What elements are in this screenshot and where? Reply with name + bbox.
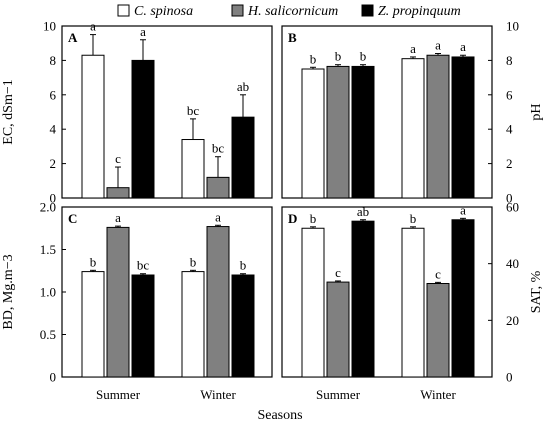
significance-letter: b bbox=[190, 254, 197, 269]
y-tick-label: 0 bbox=[50, 370, 57, 385]
x-tick-label: Winter bbox=[420, 387, 456, 402]
panel-frame bbox=[281, 25, 493, 199]
bar bbox=[301, 227, 325, 378]
panel-letter: D bbox=[288, 211, 297, 226]
bar bbox=[426, 283, 450, 378]
bar bbox=[451, 219, 475, 378]
x-axis-title: Seasons bbox=[257, 408, 302, 423]
panel-frame bbox=[281, 206, 493, 378]
legend-label: C. spinosa bbox=[134, 4, 193, 19]
y-tick-label: 60 bbox=[506, 200, 519, 215]
y-tick-label: 2.0 bbox=[40, 200, 56, 215]
y-tick-label: 6 bbox=[50, 87, 57, 102]
bar bbox=[351, 220, 375, 378]
bar bbox=[131, 274, 155, 378]
bar bbox=[426, 54, 450, 199]
bar bbox=[326, 65, 350, 199]
bar bbox=[401, 58, 425, 199]
significance-letter: a bbox=[140, 24, 146, 39]
y-tick-label: 2 bbox=[50, 156, 57, 171]
significance-letter: c bbox=[335, 265, 341, 280]
y-axis-title: BD, Mg.m−3 bbox=[1, 254, 16, 329]
legend-label: Z. propinquum bbox=[378, 4, 461, 19]
y-tick-label: 20 bbox=[506, 313, 519, 328]
panel-letter: C bbox=[68, 211, 77, 226]
y-tick-label: 0 bbox=[50, 191, 57, 206]
x-tick-label: Winter bbox=[200, 387, 236, 402]
bar bbox=[81, 54, 105, 199]
bar bbox=[206, 176, 230, 199]
legend-swatch bbox=[117, 4, 130, 17]
y-tick-label: 1.0 bbox=[40, 285, 56, 300]
y-tick-label: 2 bbox=[506, 156, 513, 171]
bar bbox=[106, 226, 130, 378]
significance-letter: ab bbox=[357, 204, 369, 219]
bar bbox=[181, 139, 205, 199]
y-tick-label: 8 bbox=[50, 53, 57, 68]
significance-letter: a bbox=[460, 39, 466, 54]
significance-letter: a bbox=[435, 38, 441, 53]
y-axis-title: SAT, % bbox=[529, 270, 544, 313]
significance-letter: b bbox=[335, 49, 342, 64]
significance-letter: a bbox=[215, 209, 221, 224]
bar bbox=[206, 226, 230, 378]
y-tick-label: 1.5 bbox=[40, 242, 56, 257]
panel-B: B 0 2 4 6 8 10 pH b b b a a a bbox=[281, 19, 544, 206]
legend-swatch bbox=[231, 4, 244, 17]
y-tick-label: 4 bbox=[506, 122, 513, 137]
bar bbox=[451, 56, 475, 199]
panel-D: D 0 20 40 60 SAT, % b c ab b c a Summer Winter bbox=[281, 200, 544, 402]
bar bbox=[351, 65, 375, 199]
significance-letter: c bbox=[435, 266, 441, 281]
panel-A: A 0 2 4 6 8 10 EC, dSm−1 a c a bc bc ab bbox=[1, 19, 273, 206]
significance-letter: b bbox=[310, 51, 317, 66]
y-axis-title: EC, dSm−1 bbox=[1, 79, 16, 144]
panel-C: C 0 0.5 1.0 1.5 2.0 BD, Mg.m−3 b a bc b a b Summer Win… bbox=[1, 200, 273, 402]
significance-letter: ab bbox=[237, 79, 249, 94]
legend-swatch bbox=[361, 4, 374, 17]
y-tick-label: 10 bbox=[506, 19, 519, 34]
bar bbox=[106, 187, 130, 199]
legend: C. spinosa H. salicornicum Z. propinquum bbox=[117, 4, 461, 19]
significance-letter: b bbox=[410, 211, 417, 226]
y-tick-label: 10 bbox=[43, 19, 56, 34]
y-tick-label: 8 bbox=[506, 53, 513, 68]
bar bbox=[81, 271, 105, 378]
significance-letter: a bbox=[115, 210, 121, 225]
significance-letter: b bbox=[90, 254, 97, 269]
bar bbox=[231, 116, 255, 199]
x-tick-label: Summer bbox=[96, 387, 141, 402]
significance-letter: c bbox=[115, 151, 121, 166]
x-tick-label: Summer bbox=[316, 387, 361, 402]
bar bbox=[401, 227, 425, 378]
significance-letter: b bbox=[310, 211, 317, 226]
significance-letter: bc bbox=[212, 141, 225, 156]
significance-letter: a bbox=[460, 202, 466, 217]
legend-label: H. salicornicum bbox=[247, 4, 338, 19]
y-tick-label: 0 bbox=[506, 191, 513, 206]
y-tick-label: 0 bbox=[506, 370, 513, 385]
y-tick-label: 4 bbox=[50, 122, 57, 137]
bar bbox=[231, 274, 255, 378]
y-axis-title: pH bbox=[529, 103, 544, 120]
bar bbox=[301, 68, 325, 199]
bar bbox=[181, 271, 205, 378]
significance-letter: bc bbox=[187, 103, 200, 118]
y-tick-label: 0.5 bbox=[40, 327, 56, 342]
bar bbox=[326, 281, 350, 378]
significance-letter: bc bbox=[137, 258, 150, 273]
significance-letter: a bbox=[410, 41, 416, 56]
significance-letter: a bbox=[90, 19, 96, 34]
significance-letter: b bbox=[240, 258, 247, 273]
panel-letter: B bbox=[288, 30, 297, 45]
significance-letter: b bbox=[360, 49, 367, 64]
panel-letter: A bbox=[68, 30, 78, 45]
panel-frame bbox=[61, 25, 273, 199]
y-tick-label: 6 bbox=[506, 87, 513, 102]
bar bbox=[131, 59, 155, 199]
y-tick-label: 40 bbox=[506, 256, 519, 271]
